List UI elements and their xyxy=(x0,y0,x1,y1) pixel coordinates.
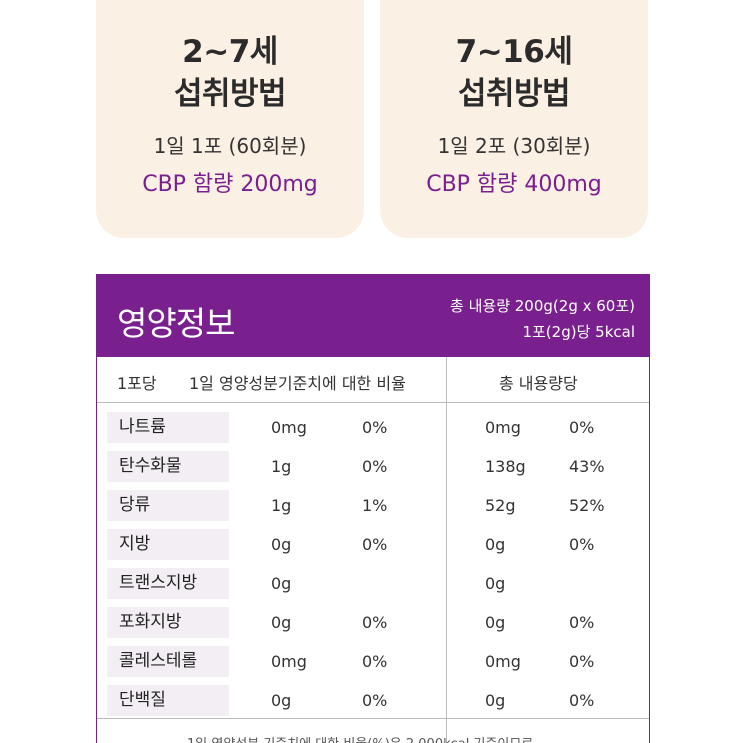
per-pack-percent: 0% xyxy=(362,535,388,554)
per-pack-percent: 0% xyxy=(362,652,388,671)
nutrient-name: 탄수화물 xyxy=(107,451,229,482)
total-amount: 138g xyxy=(485,457,526,476)
total-percent: 43% xyxy=(569,457,605,476)
header-per-pack: 1포당 xyxy=(117,374,157,393)
per-pack-amount: 0mg xyxy=(271,652,307,671)
intake-method-label: 섭취방법 xyxy=(173,76,287,112)
per-pack-amount: 0g xyxy=(271,535,292,554)
nutrient-name: 당류 xyxy=(107,490,229,521)
table-row: 지방 0g 0% 0g 0% xyxy=(97,525,649,564)
footer-divider xyxy=(97,718,649,719)
per-pack-amount: 0g xyxy=(271,691,292,710)
nutrient-name: 콜레스테롤 xyxy=(107,646,229,677)
per-pack-amount: 1g xyxy=(271,457,292,476)
intake-card-2-7: 2~7세 섭취방법 1일 1포 (60회분) CBP 함량 200mg xyxy=(96,0,364,238)
total-percent: 0% xyxy=(569,652,595,671)
nutrient-name: 단백질 xyxy=(107,685,229,716)
per-pack-kcal: 1포(2g)당 5kcal xyxy=(522,323,635,341)
column-divider xyxy=(446,357,447,743)
dose-text: 1일 2포 (30회분) xyxy=(437,134,591,158)
total-amount: 0g xyxy=(485,574,506,593)
per-pack-amount: 1g xyxy=(271,496,292,515)
per-pack-percent: 0% xyxy=(362,457,388,476)
per-pack-amount: 0g xyxy=(271,613,292,632)
header-total-content: 총 내용량당 xyxy=(499,374,578,393)
per-pack-percent: 0% xyxy=(362,613,388,632)
cbp-content: CBP 함량 400mg xyxy=(426,172,602,197)
column-headers: 1포당 1일 영양성분기준치에 대한 비율 총 내용량당 xyxy=(97,357,649,403)
total-amount: 0g xyxy=(485,613,506,632)
age-range: 2~7세 xyxy=(182,34,278,70)
nutrition-table: 영양정보 총 내용량 200g(2g x 60포) 1포(2g)당 5kcal … xyxy=(96,274,650,743)
intake-method-label: 섭취방법 xyxy=(457,76,571,112)
per-pack-amount: 0mg xyxy=(271,418,307,437)
header-daily-ratio: 1일 영양성분기준치에 대한 비율 xyxy=(189,374,406,393)
per-pack-percent: 0% xyxy=(362,691,388,710)
intake-card-7-16: 7~16세 섭취방법 1일 2포 (30회분) CBP 함량 400mg xyxy=(380,0,648,238)
age-range: 7~16세 xyxy=(455,34,573,70)
nutrition-title: 영양정보 xyxy=(117,304,235,343)
table-row: 당류 1g 1% 52g 52% xyxy=(97,486,649,525)
table-row: 포화지방 0g 0% 0g 0% xyxy=(97,603,649,642)
total-percent: 0% xyxy=(569,613,595,632)
table-row: 트랜스지방 0g 0g xyxy=(97,564,649,603)
table-row: 단백질 0g 0% 0g 0% xyxy=(97,681,649,720)
total-amount: 0mg xyxy=(485,418,521,437)
total-amount: 0mg xyxy=(485,652,521,671)
nutrient-name: 포화지방 xyxy=(107,607,229,638)
table-row: 탄수화물 1g 0% 138g 43% xyxy=(97,447,649,486)
total-percent: 0% xyxy=(569,418,595,437)
nutrition-header: 영양정보 총 내용량 200g(2g x 60포) 1포(2g)당 5kcal xyxy=(97,275,649,357)
per-pack-amount: 0g xyxy=(271,574,292,593)
cbp-content: CBP 함량 200mg xyxy=(142,172,318,197)
total-percent: 52% xyxy=(569,496,605,515)
total-amount: 52g xyxy=(485,496,516,515)
per-pack-percent: 0% xyxy=(362,418,388,437)
dose-text: 1일 1포 (60회분) xyxy=(153,134,307,158)
total-amount: 0g xyxy=(485,535,506,554)
total-percent: 0% xyxy=(569,535,595,554)
total-percent: 0% xyxy=(569,691,595,710)
per-pack-percent: 1% xyxy=(362,496,388,515)
table-row: 나트륨 0mg 0% 0mg 0% xyxy=(97,408,649,447)
total-amount: 0g xyxy=(485,691,506,710)
table-row: 콜레스테롤 0mg 0% 0mg 0% xyxy=(97,642,649,681)
nutrient-name: 트랜스지방 xyxy=(107,568,229,599)
footer-note: 1일 영양성분 기준치에 대한 비율(%)은 2,000kcal 기준이므로 xyxy=(187,733,533,743)
nutrient-name: 나트륨 xyxy=(107,412,229,443)
nutrient-name: 지방 xyxy=(107,529,229,560)
total-content: 총 내용량 200g(2g x 60포) xyxy=(450,297,635,315)
